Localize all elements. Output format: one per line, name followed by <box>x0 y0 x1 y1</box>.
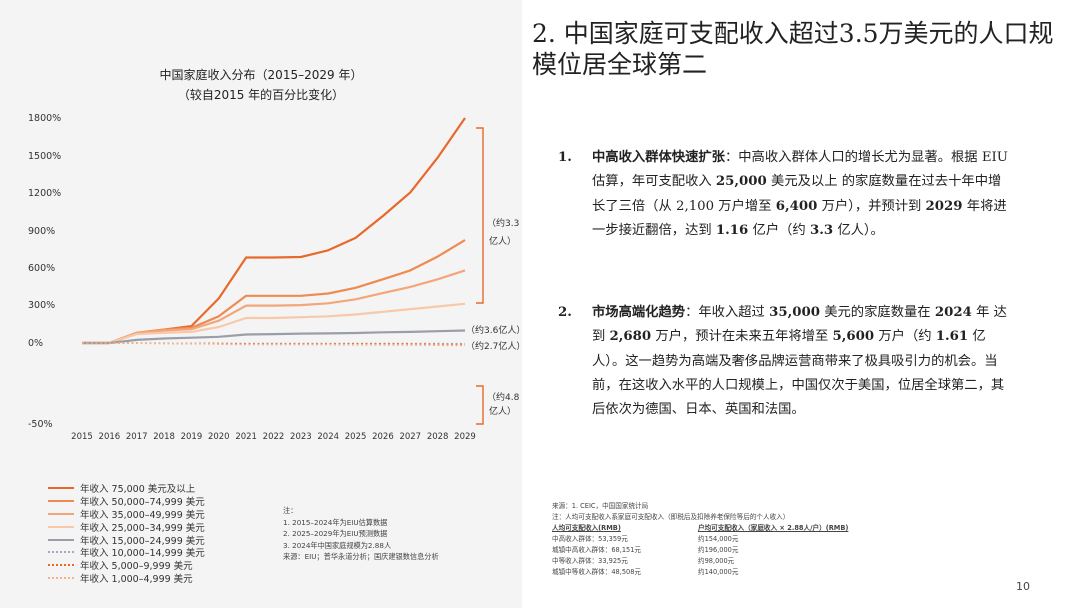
key-point-2: 2. 市场高端化趋势：年收入超过 35,000 美元的家庭数量在 2024 年 … <box>558 301 1010 422</box>
legend-swatch <box>48 538 74 541</box>
source-row: 城镇中等收入群体：48,508元 约140,000元 <box>552 567 932 578</box>
source-cell: 城镇中等收入群体：48,508元 <box>552 568 642 576</box>
y-tick-label: 0% <box>28 338 43 349</box>
series-line <box>82 302 466 345</box>
key-point-1: 1. 中高收入群体快速扩张：中高收入群体人口的增长尤为显著。根据 EIU 估算，… <box>558 146 1010 243</box>
y-tick-label: -50% <box>28 419 53 430</box>
legend-item: 年收入 25,000–34,999 美元 <box>48 520 288 534</box>
slide-title: 2. 中国家庭可支配收入超过3.5万美元的人口规模位居全球第二 <box>532 19 1054 79</box>
annotation-upper: （约3.3 <box>487 217 519 229</box>
legend-label: 年收入 10,000–14,999 美元 <box>80 548 205 560</box>
text-panel <box>522 0 1080 608</box>
line-chart: 1800% 1500% 1200% 900% 600% 300% 0% -50% 2015 201… <box>28 113 522 442</box>
legend-item: 年收入 1,000–4,999 美元 <box>48 572 288 585</box>
y-tick-label: 300% <box>28 300 55 311</box>
note-line: 2. 2025–2029年为EIU预测数据 <box>283 529 388 538</box>
x-tick-label: 2018 <box>153 432 175 442</box>
x-tick-label: 2028 <box>427 432 449 442</box>
legend-item: 年收入 50,000–74,999 美元 <box>48 495 288 508</box>
x-tick-label: 2029 <box>454 432 476 442</box>
chart-notes: 注： 1. 2015–2024年为EIU估算数据 2. 2025–2029年为EIU… <box>283 505 518 563</box>
x-tick-label: 2026 <box>372 432 394 442</box>
legend-label: 年收入 25,000–34,999 美元 <box>80 522 205 534</box>
x-tick-label: 2017 <box>126 432 148 442</box>
x-tick-label: 2019 <box>181 432 203 442</box>
source-cell: 约154,000元 <box>698 535 739 543</box>
series-line <box>82 239 466 345</box>
legend-item: 年收入 5,000–9,999 美元 <box>48 559 288 572</box>
source-row: 城镇中高收入群体：68,151元 约196,000元 <box>552 545 932 556</box>
legend-swatch <box>48 551 74 554</box>
bracket-upper <box>476 127 484 304</box>
key-point-2-number: 2. <box>558 305 572 320</box>
chart-legend: 年收入 75,000 美元及以上 年收入 50,000–74,999 美元 年收入 … <box>48 482 288 585</box>
x-tick-label: 2016 <box>99 432 121 442</box>
chart-title: 中国家庭收入分布（2015–2029 年） <box>159 68 363 82</box>
legend-item: 年收入 35,000–49,999 美元 <box>48 508 288 521</box>
series-line <box>82 329 466 345</box>
bracket-lower <box>476 385 484 425</box>
source-notes: 来源：1. CEIC，中国国家统计局 注：人均可支配收入系家庭可支配收入（即税后… <box>552 501 932 578</box>
legend-item: 年收入 15,000–24,999 美元 <box>48 533 288 547</box>
annotation-lower: 亿人） <box>489 405 516 417</box>
source-cell: 城镇中高收入群体：68,151元 <box>552 546 642 554</box>
x-tick-label: 2020 <box>208 432 230 442</box>
source-row: 中高收入群体：53,359元 约154,000元 <box>552 534 932 545</box>
legend-item: 年收入 10,000–14,999 美元 <box>48 546 288 559</box>
annotation-lower: （约4.8 <box>487 391 520 403</box>
y-tick-label: 1500% <box>28 151 61 162</box>
x-tick-label: 2023 <box>290 432 312 442</box>
note-line: 来源：EIU；普华永道分析；国庆建银数信息分析 <box>283 552 439 561</box>
chart-panel <box>0 0 522 608</box>
legend-label: 年收入 75,000 美元及以上 <box>80 484 196 496</box>
legend-swatch <box>48 500 74 503</box>
note-line: 3. 2024年中国家庭规模为2.88人 <box>283 540 392 550</box>
legend-swatch <box>48 525 74 528</box>
source-cell: 中等收入群体：33,925元 <box>552 557 628 565</box>
source-cell: 约196,000元 <box>698 546 739 554</box>
source-cell: 中高收入群体：53,359元 <box>552 535 628 543</box>
source-cell: 约140,000元 <box>698 568 739 576</box>
source-header-household: 户均可支配收入（家庭收入 × 2.88人/户）(RMB) <box>698 524 849 532</box>
series-line <box>82 269 466 345</box>
x-tick-label: 2015 <box>71 432 93 442</box>
x-tick-label: 2021 <box>235 432 257 442</box>
legend-item: 年收入 75,000 美元及以上 <box>48 482 288 495</box>
y-tick-label: 900% <box>28 226 55 237</box>
chart-subtitle: （较自2015 年的百分比变化） <box>177 88 345 102</box>
legend-label: 年收入 5,000–9,999 美元 <box>80 561 193 573</box>
source-note: 注：人均可支配收入系家庭可支配收入（即税后及扣除养老保险等后的个人收入） <box>552 513 790 521</box>
note-line: 1. 2015–2024年为EIU估算数据 <box>283 517 388 527</box>
legend-swatch <box>48 512 74 515</box>
legend-label: 年收入 35,000–49,999 美元 <box>80 510 205 521</box>
key-point-1-text: 中高收入群体快速扩张：中高收入群体人口的增长尤为显著。根据 EIU 估算，年可支… <box>592 150 1009 238</box>
source-header-per-capita: 人均可支配收入(RMB) <box>552 524 621 532</box>
legend-label: 年收入 50,000–74,999 美元 <box>80 497 205 509</box>
key-point-2-text: 市场高端化趋势：年收入超过 35,000 美元的家庭数量在 2024 年 达到 … <box>592 305 1007 418</box>
y-tick-label: 1800% <box>28 113 61 124</box>
source-line: 来源：1. CEIC，中国国家统计局 <box>552 502 649 510</box>
series-line <box>82 342 466 347</box>
source-row: 中等收入群体：33,925元 约98,000元 <box>552 556 932 567</box>
y-tick-label: 600% <box>28 263 55 274</box>
source-cell: 约98,000元 <box>698 557 735 565</box>
x-tick-label: 2022 <box>263 432 285 442</box>
x-tick-label: 2025 <box>345 432 367 442</box>
legend-label: 年收入 1,000–4,999 美元 <box>80 573 193 585</box>
annotation-grey: （约3.6亿人） <box>466 324 522 336</box>
note-line: 注： <box>283 506 298 515</box>
annotation-upper: 亿人） <box>489 235 516 247</box>
x-tick-label: 2027 <box>399 432 421 442</box>
y-tick-label: 1200% <box>28 188 61 199</box>
page-number: 10 <box>1016 580 1030 593</box>
legend-swatch <box>48 487 74 490</box>
x-tick-label: 2024 <box>317 432 339 442</box>
legend-label: 年收入 15,000–24,999 美元 <box>80 535 205 547</box>
legend-swatch <box>48 576 74 579</box>
legend-swatch <box>48 564 74 567</box>
key-point-1-number: 1. <box>558 150 572 165</box>
annotation-dotted: （约2.7亿人） <box>466 340 522 352</box>
